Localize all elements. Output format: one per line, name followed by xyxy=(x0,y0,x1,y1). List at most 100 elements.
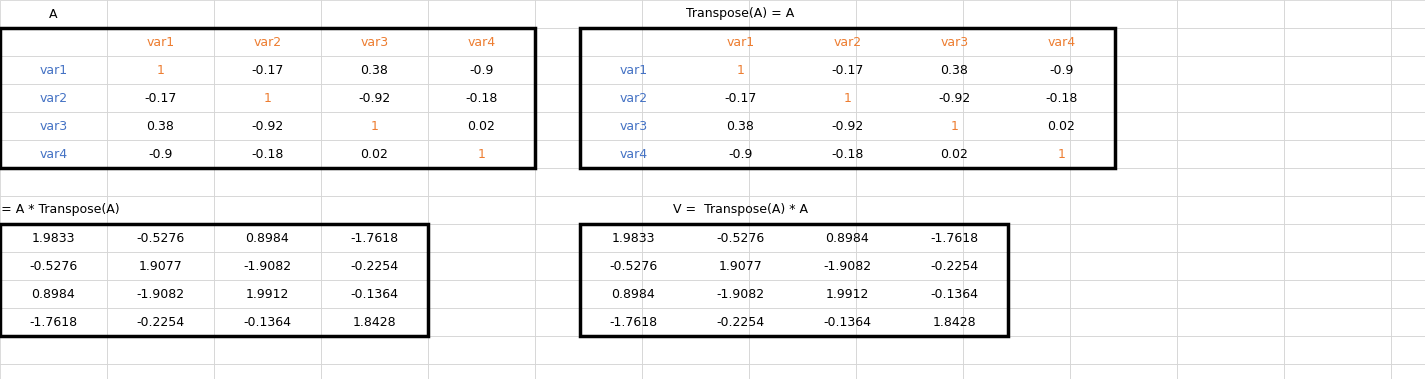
Text: -0.18: -0.18 xyxy=(831,147,864,160)
Bar xyxy=(1284,168,1391,196)
Bar xyxy=(1391,168,1425,196)
Bar xyxy=(1070,28,1177,56)
Text: var1: var1 xyxy=(147,36,174,49)
Bar xyxy=(750,252,856,280)
Bar xyxy=(214,308,321,336)
Bar xyxy=(214,280,321,308)
Bar xyxy=(321,140,428,168)
Text: var2: var2 xyxy=(620,91,647,105)
Text: 1.8428: 1.8428 xyxy=(933,315,976,329)
Bar xyxy=(963,28,1070,56)
Bar xyxy=(1070,0,1177,28)
Bar xyxy=(643,224,750,252)
Bar xyxy=(1284,364,1391,379)
Bar xyxy=(750,364,856,379)
Text: -1.9082: -1.9082 xyxy=(137,288,185,301)
Bar xyxy=(963,224,1070,252)
Bar xyxy=(534,280,643,308)
Bar xyxy=(856,308,963,336)
Bar xyxy=(643,140,750,168)
Bar xyxy=(856,336,963,364)
Bar xyxy=(321,112,428,140)
Bar xyxy=(214,336,321,364)
Text: 0.38: 0.38 xyxy=(940,64,969,77)
Bar xyxy=(321,56,428,84)
Bar xyxy=(321,224,428,252)
Text: A: A xyxy=(50,8,58,20)
Text: -0.1364: -0.1364 xyxy=(824,315,872,329)
Text: var4: var4 xyxy=(620,147,647,160)
Bar xyxy=(321,28,428,56)
Text: var2: var2 xyxy=(40,91,67,105)
Bar xyxy=(107,224,214,252)
Bar xyxy=(580,224,1007,336)
Bar xyxy=(107,196,214,224)
Bar xyxy=(214,364,321,379)
Bar xyxy=(643,364,750,379)
Bar xyxy=(1391,196,1425,224)
Bar xyxy=(856,140,963,168)
Bar xyxy=(534,84,643,112)
Bar xyxy=(107,308,214,336)
Bar xyxy=(0,56,107,84)
Bar xyxy=(428,168,534,196)
Bar xyxy=(643,112,750,140)
Text: -1.9082: -1.9082 xyxy=(244,260,292,273)
Bar xyxy=(1070,224,1177,252)
Bar xyxy=(856,112,963,140)
Bar xyxy=(1070,308,1177,336)
Bar xyxy=(1177,84,1284,112)
Text: U = A * Transpose(A): U = A * Transpose(A) xyxy=(0,204,120,216)
Text: -0.1364: -0.1364 xyxy=(351,288,399,301)
Bar xyxy=(428,280,534,308)
Bar xyxy=(963,112,1070,140)
Text: 1: 1 xyxy=(1057,147,1066,160)
Bar xyxy=(1177,364,1284,379)
Text: var1: var1 xyxy=(620,64,647,77)
Bar xyxy=(750,140,856,168)
Bar xyxy=(0,168,107,196)
Bar xyxy=(963,168,1070,196)
Bar xyxy=(0,224,428,336)
Bar xyxy=(643,336,750,364)
Bar xyxy=(0,224,107,252)
Text: 1: 1 xyxy=(477,147,486,160)
Bar xyxy=(107,56,214,84)
Bar xyxy=(0,196,107,224)
Bar xyxy=(1177,56,1284,84)
Bar xyxy=(428,28,534,56)
Text: -0.1364: -0.1364 xyxy=(244,315,292,329)
Text: var4: var4 xyxy=(40,147,67,160)
Bar xyxy=(643,168,750,196)
Bar xyxy=(1391,140,1425,168)
Bar xyxy=(1177,308,1284,336)
Bar xyxy=(963,0,1070,28)
Text: 1: 1 xyxy=(264,91,271,105)
Bar xyxy=(1070,364,1177,379)
Bar xyxy=(214,56,321,84)
Text: -0.17: -0.17 xyxy=(724,91,757,105)
Text: -0.18: -0.18 xyxy=(466,91,497,105)
Text: var2: var2 xyxy=(834,36,862,49)
Bar xyxy=(1391,224,1425,252)
Bar xyxy=(1284,308,1391,336)
Bar xyxy=(534,224,643,252)
Bar xyxy=(0,28,107,56)
Bar xyxy=(643,196,750,224)
Bar xyxy=(214,224,321,252)
Bar xyxy=(0,0,107,28)
Text: -0.2254: -0.2254 xyxy=(931,260,979,273)
Text: 0.02: 0.02 xyxy=(467,119,496,133)
Bar xyxy=(1070,252,1177,280)
Bar xyxy=(856,224,963,252)
Text: -0.9: -0.9 xyxy=(148,147,172,160)
Text: -0.9: -0.9 xyxy=(469,64,493,77)
Bar xyxy=(534,112,643,140)
Text: 0.38: 0.38 xyxy=(727,119,754,133)
Text: 0.8984: 0.8984 xyxy=(611,288,656,301)
Text: 1.9077: 1.9077 xyxy=(138,260,182,273)
Bar xyxy=(214,168,321,196)
Bar xyxy=(856,168,963,196)
Text: 0.8984: 0.8984 xyxy=(245,232,289,244)
Text: 1: 1 xyxy=(157,64,164,77)
